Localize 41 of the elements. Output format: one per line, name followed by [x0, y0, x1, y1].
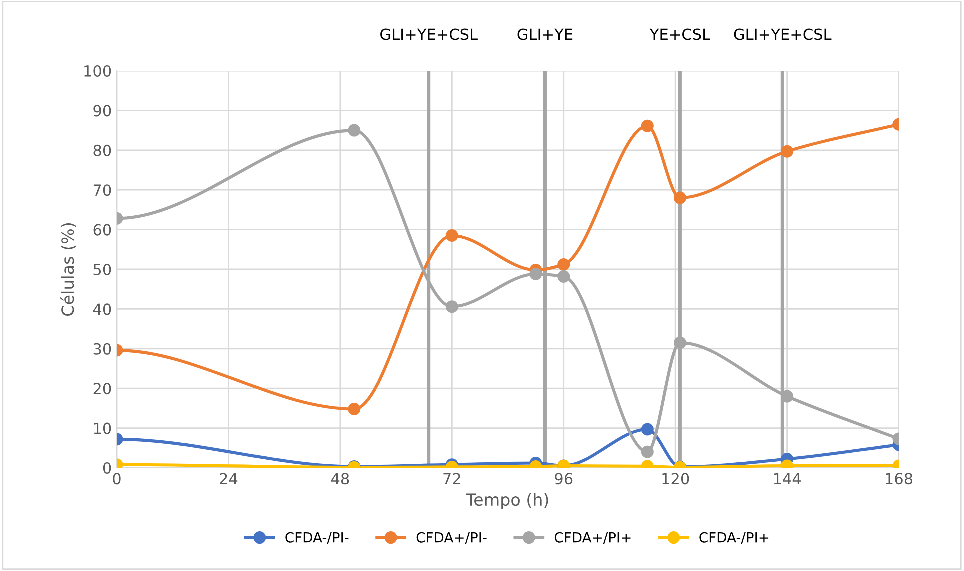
legend-label: CFDA+/PI- [416, 532, 487, 544]
point [641, 120, 654, 132]
y-tick-label: 0 [103, 462, 112, 474]
x-tick-label: 48 [331, 473, 350, 485]
x-tick-label: 96 [555, 473, 573, 485]
y-tick-label: 80 [94, 144, 112, 156]
point [348, 124, 361, 137]
point [530, 268, 542, 281]
point [446, 230, 458, 242]
point [641, 446, 654, 458]
legend-label: CFDA+/PI+ [554, 532, 631, 544]
y-tick-label: 90 [94, 105, 112, 117]
x-tick-label: 72 [444, 473, 460, 484]
y-tick-label: 10 [94, 422, 112, 434]
y-tick-label: 20 [94, 383, 112, 395]
y-tick-label: 50 [94, 264, 112, 276]
ref-line-label: GLI+YE+CSL [734, 28, 832, 40]
point [641, 423, 654, 436]
y-tick-label: 70 [94, 184, 112, 196]
point [558, 258, 570, 271]
point [348, 402, 361, 416]
point [674, 192, 686, 204]
y-tick-label: 60 [94, 224, 112, 236]
y-tick-label: 40 [93, 304, 112, 316]
x-tick-label: 24 [220, 473, 238, 484]
x-tick-label: 0 [113, 473, 121, 485]
x-tick-label: 144 [774, 473, 802, 484]
x-tick-label: 120 [662, 473, 690, 485]
x-tick-label: 168 [886, 473, 913, 485]
legend-label: CFDA-/PI- [286, 532, 349, 544]
x-axis-title: Tempo (h) [466, 493, 548, 510]
ref-line-label: GLI+YE+CSL [380, 28, 478, 40]
point [558, 270, 570, 283]
y-tick-label: 30 [94, 343, 112, 355]
point [674, 336, 686, 350]
y-axis-title: Células (%) [60, 224, 76, 316]
ref-line-label: YE+CSL [650, 28, 710, 40]
point [446, 300, 458, 314]
legend-label: CFDA-/PI+ [700, 532, 769, 544]
ref-line-label: GLI+YE [518, 28, 573, 40]
y-tick-label: 100 [84, 65, 112, 78]
